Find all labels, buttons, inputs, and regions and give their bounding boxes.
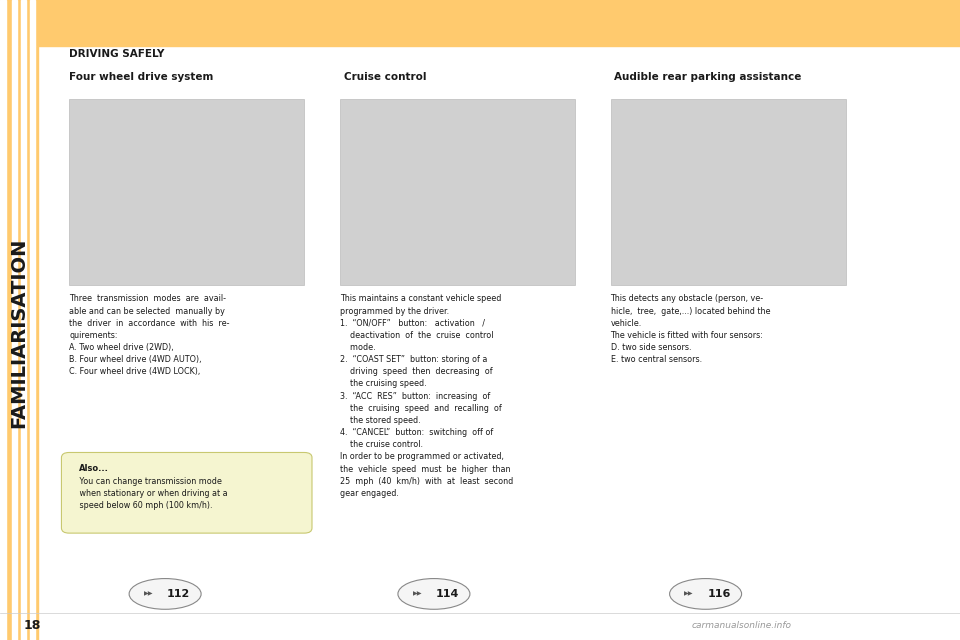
Bar: [12, 0, 17, 46]
Bar: [69, 99, 304, 285]
Bar: [12, 46, 17, 640]
Bar: [340, 99, 575, 285]
Text: This maintains a constant vehicle speed
programmed by the driver.
1.  “ON/OFF”  : This maintains a constant vehicle speed …: [340, 294, 513, 498]
Bar: [21, 46, 26, 640]
Text: ▶▶: ▶▶: [684, 591, 694, 596]
Text: You can change transmission mode
 when stationary or when driving at a
 speed be: You can change transmission mode when st…: [77, 477, 228, 510]
Text: 112: 112: [167, 589, 190, 599]
Bar: [0, 0, 6, 46]
Text: ▶▶: ▶▶: [144, 591, 154, 596]
Bar: [30, 46, 35, 640]
Ellipse shape: [670, 579, 741, 609]
Bar: [30, 0, 35, 46]
Text: Three  transmission  modes  are  avail-
able and can be selected  manually by
th: Three transmission modes are avail- able…: [69, 294, 229, 376]
Text: FAMILIARISATION: FAMILIARISATION: [10, 237, 29, 428]
Text: Also...: Also...: [79, 464, 108, 473]
Text: 114: 114: [436, 589, 459, 599]
Bar: [21, 0, 26, 46]
Text: carmanualsonline.info: carmanualsonline.info: [691, 621, 791, 630]
Text: DRIVING SAFELY: DRIVING SAFELY: [69, 49, 164, 59]
Ellipse shape: [398, 579, 470, 609]
Text: Audible rear parking assistance: Audible rear parking assistance: [614, 72, 802, 82]
Text: This detects any obstacle (person, ve-
hicle,  tree,  gate,...) located behind t: This detects any obstacle (person, ve- h…: [611, 294, 770, 364]
Text: Four wheel drive system: Four wheel drive system: [69, 72, 213, 82]
Bar: [0, 46, 38, 640]
FancyBboxPatch shape: [61, 452, 312, 533]
Text: Cruise control: Cruise control: [344, 72, 426, 82]
Text: ▶▶: ▶▶: [413, 591, 422, 596]
Text: 18: 18: [24, 620, 41, 632]
Bar: [611, 99, 846, 285]
Bar: [0, 46, 6, 640]
Bar: [0, 0, 960, 46]
Ellipse shape: [129, 579, 202, 609]
Text: 116: 116: [708, 589, 731, 599]
